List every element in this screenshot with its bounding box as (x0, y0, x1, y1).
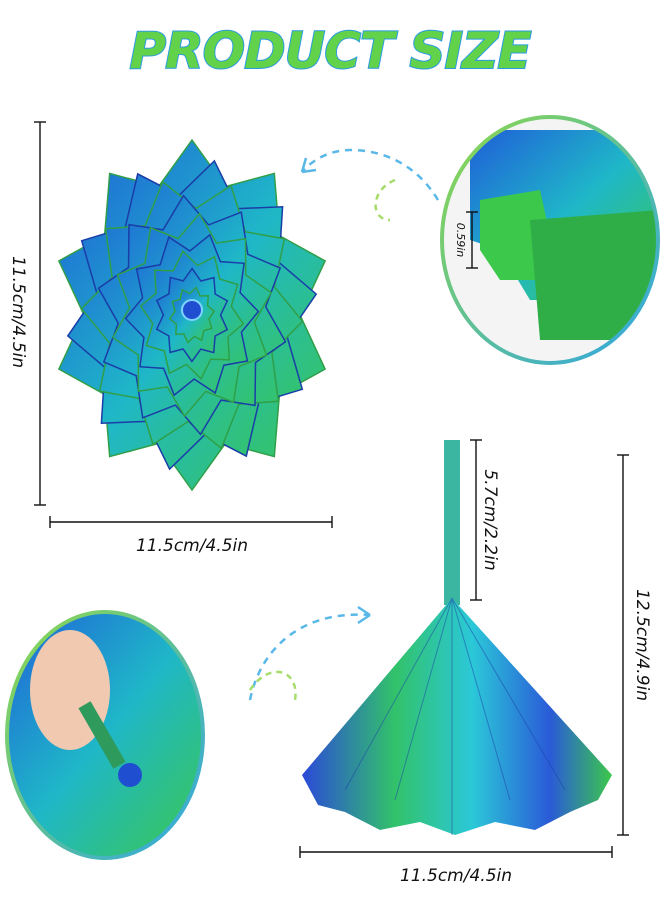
flat-toy-illustration (57, 138, 327, 492)
arrow-head (300, 157, 317, 174)
arrow (248, 613, 371, 701)
stick-length-label: 5.7cm/2.2in (480, 469, 500, 570)
cone-toy-illustration (302, 440, 612, 835)
arrow-tail (248, 670, 297, 701)
title: PRODUCT SIZE (130, 22, 532, 80)
thickness-inset: 0.59in (440, 115, 660, 365)
usage-inset (5, 610, 205, 860)
thickness-label: 0.59in (454, 223, 467, 258)
arrow-tail (374, 178, 396, 222)
cone-width-label: 11.5cm/4.5in (400, 866, 512, 886)
flat-width-label: 11.5cm/4.5in (136, 536, 248, 556)
cone-height-label: 12.5cm/4.9in (632, 589, 652, 701)
arrow-head (357, 605, 371, 625)
star-layer (181, 299, 203, 321)
arrow (301, 148, 440, 201)
flat-height-label: 11.5cm/4.5in (8, 256, 28, 368)
